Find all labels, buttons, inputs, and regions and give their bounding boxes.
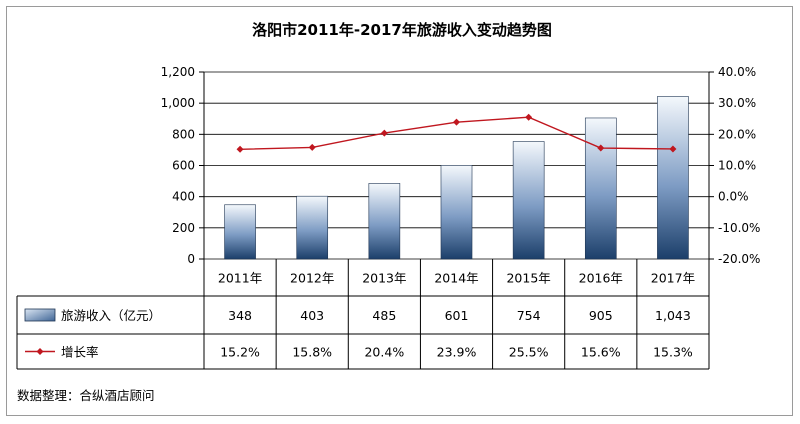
growth-value-label: 15.2% bbox=[220, 345, 260, 360]
y-left-tick-label: 800 bbox=[172, 127, 195, 141]
bar bbox=[584, 117, 617, 260]
growth-value-label: 20.4% bbox=[364, 345, 404, 360]
growth-point bbox=[380, 129, 388, 137]
growth-value-label: 25.5% bbox=[509, 345, 549, 360]
source-note: 数据整理：合纵酒店顾问 bbox=[17, 388, 155, 403]
growth-point bbox=[236, 145, 244, 153]
x-tick-label: 2014年 bbox=[434, 271, 478, 286]
y-left-tick-label: 200 bbox=[172, 221, 195, 235]
bar-value-label: 485 bbox=[372, 308, 396, 323]
chart-frame: 洛阳市2011年-2017年旅游收入变动趋势图 0 200 400 600 800 1,0… bbox=[6, 6, 793, 416]
x-tick-label: 2015年 bbox=[506, 271, 550, 286]
y-right-tick-label: 30.0% bbox=[718, 96, 756, 110]
x-tick-label: 2013年 bbox=[362, 271, 406, 286]
data-table: 2011年 2012年 2013年 2014年 2015年 2016年 2017年旅游收入（… bbox=[16, 259, 710, 370]
bar bbox=[512, 141, 545, 260]
bar-value-label: 403 bbox=[300, 308, 324, 323]
y-left-tick-label: 0 bbox=[187, 252, 195, 266]
y-right-tick-label: 10.0% bbox=[718, 159, 756, 173]
x-tick-label: 2011年 bbox=[218, 271, 262, 286]
legend-line-label: 增长率 bbox=[61, 345, 99, 360]
bar bbox=[368, 183, 401, 260]
bar-value-label: 348 bbox=[228, 308, 252, 323]
y-right-tick-label: 0.0% bbox=[718, 190, 749, 204]
plot-area: 0 200 400 600 800 1,000 1,200 -20.0% -10.0% 0.0% 1… bbox=[161, 65, 761, 266]
bar-value-label: 754 bbox=[517, 308, 541, 323]
growth-point bbox=[453, 118, 460, 126]
y-right-tick-label: -20.0% bbox=[718, 252, 760, 266]
bar bbox=[224, 204, 256, 260]
growth-point bbox=[669, 145, 677, 153]
x-tick-label: 2012年 bbox=[290, 271, 334, 286]
y-right-tick-label: -10.0% bbox=[718, 221, 760, 235]
y-left-tick-label: 1,200 bbox=[161, 65, 195, 79]
bar bbox=[657, 96, 689, 260]
y-left-tick-label: 400 bbox=[172, 190, 195, 204]
bar-value-label: 601 bbox=[445, 308, 469, 323]
legend-line-marker bbox=[36, 348, 44, 355]
y-right-tick-label: 40.0% bbox=[718, 65, 756, 79]
legend-bar-swatch bbox=[24, 308, 56, 322]
legend-bar-label: 旅游收入（亿元） bbox=[61, 308, 161, 323]
growth-value-label: 15.3% bbox=[653, 345, 693, 360]
x-tick-label: 2016年 bbox=[579, 271, 623, 286]
growth-point bbox=[597, 144, 605, 152]
growth-value-label: 15.6% bbox=[581, 345, 621, 360]
bar-value-label: 905 bbox=[589, 308, 613, 323]
bar-value-label: 1,043 bbox=[655, 308, 691, 323]
chart: 洛阳市2011年-2017年旅游收入变动趋势图 0 200 400 600 800 1,0… bbox=[16, 21, 761, 403]
y-right-tick-label: 20.0% bbox=[718, 127, 756, 141]
growth-point bbox=[525, 113, 533, 121]
bar bbox=[440, 165, 473, 260]
bar bbox=[296, 195, 329, 260]
growth-value-label: 15.8% bbox=[292, 345, 332, 360]
growth-value-label: 23.9% bbox=[437, 345, 477, 360]
growth-point bbox=[308, 143, 316, 151]
x-tick-label: 2017年 bbox=[651, 271, 695, 286]
chart-title: 洛阳市2011年-2017年旅游收入变动趋势图 bbox=[252, 21, 552, 39]
y-left-tick-label: 1,000 bbox=[161, 96, 195, 110]
y-left-tick-label: 600 bbox=[172, 159, 195, 173]
